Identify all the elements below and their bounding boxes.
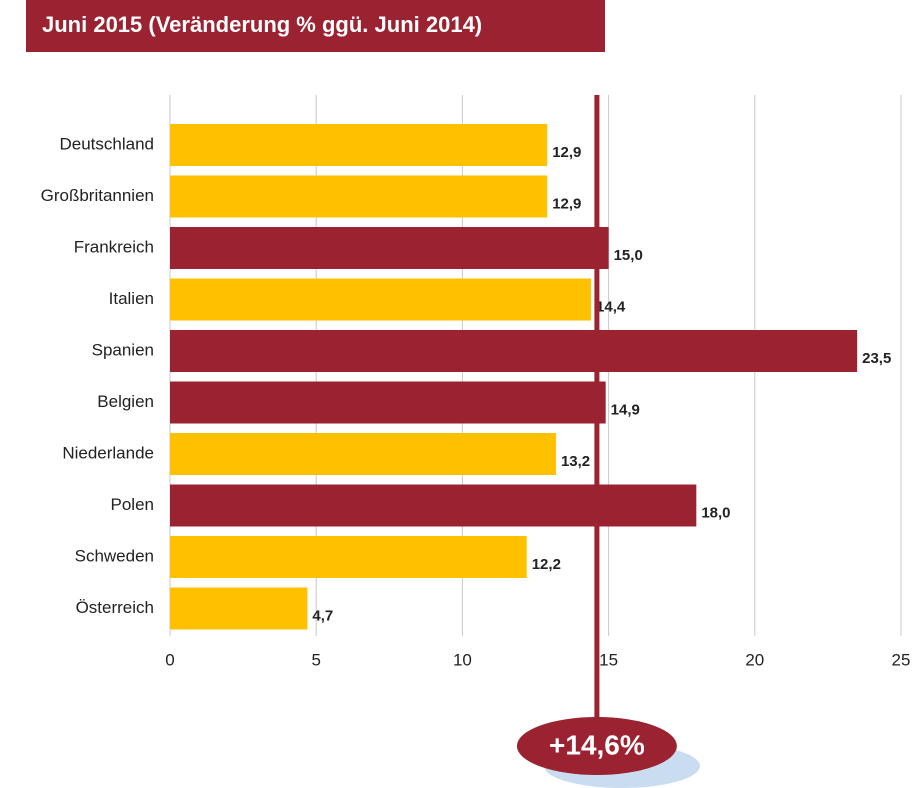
- bar: [170, 433, 556, 475]
- bar: [170, 536, 527, 578]
- value-label: 14,4: [596, 298, 626, 315]
- bar: [170, 587, 308, 630]
- x-tick-label: 15: [599, 650, 618, 669]
- bar: [170, 124, 548, 166]
- y-tick-label: Frankreich: [74, 237, 154, 256]
- x-tick-label: 0: [165, 650, 174, 669]
- value-label: 18,0: [701, 504, 730, 521]
- chart-title: Juni 2015 (Veränderung % ggü. Juni 2014): [42, 12, 482, 37]
- x-tick-label: 5: [311, 650, 320, 669]
- bar: [170, 484, 697, 527]
- value-label: 12,9: [552, 144, 581, 161]
- x-tick-label: 10: [453, 650, 472, 669]
- bar: [170, 330, 858, 372]
- value-label: 23,5: [862, 350, 891, 367]
- bar: [170, 381, 606, 424]
- bar: [170, 227, 609, 269]
- y-tick-label: Spanien: [92, 340, 154, 359]
- value-label: 15,0: [614, 247, 643, 264]
- x-tick-label: 20: [745, 650, 764, 669]
- value-label: 12,2: [532, 556, 561, 573]
- value-label: 4,7: [312, 607, 333, 624]
- y-tick-label: Polen: [111, 495, 154, 514]
- y-tick-label: Niederlande: [62, 443, 154, 462]
- bar: [170, 278, 592, 321]
- y-tick-label: Deutschland: [59, 134, 154, 153]
- bars: Deutschland 12,9 Großbritannien 12,9 Frankre…: [41, 124, 891, 630]
- reference-badge: [516, 717, 677, 775]
- y-tick-label: Großbritannien: [41, 186, 154, 205]
- reference: +14,6%: [516, 95, 677, 775]
- x-tick-label: 25: [892, 650, 911, 669]
- y-tick-label: Belgien: [97, 392, 154, 411]
- value-label: 14,9: [611, 401, 640, 418]
- y-tick-label: Schweden: [75, 546, 154, 565]
- title-box: [26, 0, 605, 52]
- reference-label: +14,6%: [549, 729, 645, 760]
- value-label: 12,9: [552, 195, 581, 212]
- value-label: 13,2: [561, 453, 590, 470]
- y-tick-label: Österreich: [76, 598, 154, 617]
- bar: [170, 175, 548, 218]
- y-tick-label: Italien: [109, 289, 154, 308]
